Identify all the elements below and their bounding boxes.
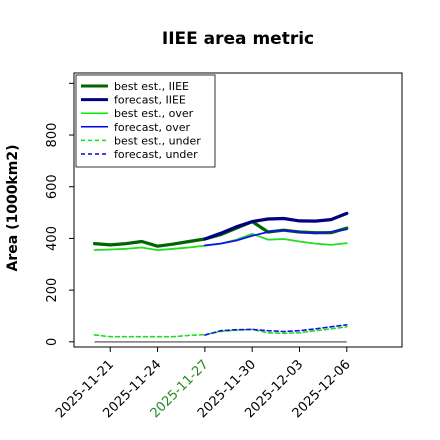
y-tick-label: 400 (45, 226, 60, 251)
legend-label: forecast, over (114, 121, 190, 134)
legend-label: forecast, IIEE (114, 94, 186, 107)
series-line-4 (93, 325, 348, 338)
legend-label: best est., over (114, 107, 194, 120)
y-tick-label: 200 (45, 278, 60, 303)
plot-frame (73, 72, 403, 348)
legend-label: forecast, under (114, 148, 198, 161)
series-line-3 (203, 211, 349, 241)
legend-label: best est., under (114, 134, 201, 147)
y-tick-label: 0 (45, 338, 60, 346)
y-tick-label: 600 (45, 174, 60, 199)
chart-title: IIEE area metric (162, 29, 314, 49)
legend-label: best est., IIEE (114, 80, 189, 93)
y-tick-label: 800 (45, 123, 60, 148)
series-line-5 (204, 323, 348, 336)
series-layer (92, 211, 349, 338)
series-line-2 (203, 228, 348, 247)
y-axis-label: Area (1000km2) (5, 145, 21, 272)
legend-box (75, 74, 216, 168)
